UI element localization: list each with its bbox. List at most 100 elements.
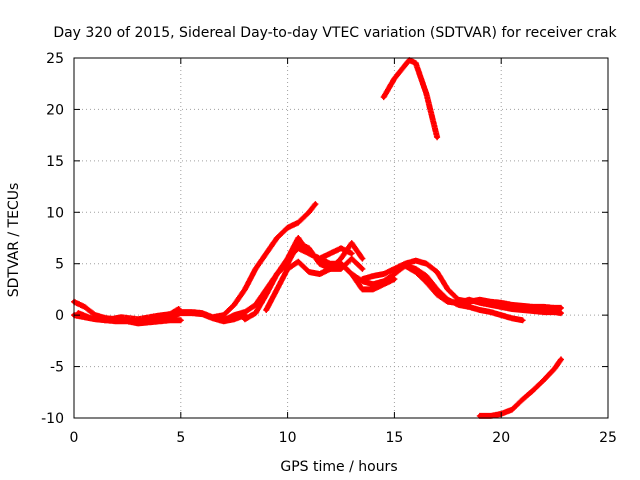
series-pass-14: [476, 356, 564, 419]
data-point: [552, 305, 557, 311]
data-point: [313, 201, 318, 207]
data-point: [199, 310, 205, 316]
data-point: [317, 271, 322, 277]
data-point: [88, 316, 94, 321]
data-point: [434, 292, 440, 297]
data-point: [434, 135, 440, 140]
data-point: [477, 307, 483, 313]
data-point: [349, 256, 354, 261]
data-series: [71, 57, 564, 419]
y-tick-label: 0: [55, 308, 64, 324]
x-axis-label: GPS time / hours: [280, 459, 397, 475]
data-point: [531, 388, 536, 393]
data-point: [285, 256, 290, 261]
data-point: [360, 287, 365, 292]
data-point: [392, 76, 397, 81]
data-point: [296, 259, 301, 264]
series-pass-08: [284, 235, 355, 262]
data-point: [317, 261, 322, 266]
data-point: [402, 263, 408, 268]
data-point: [370, 282, 376, 287]
data-point: [541, 304, 547, 310]
y-tick-label: 5: [55, 257, 64, 273]
data-point: [146, 320, 151, 325]
data-point: [328, 251, 333, 256]
data-point: [558, 310, 564, 316]
data-point: [178, 318, 183, 323]
data-point: [253, 302, 258, 308]
data-point: [413, 60, 418, 66]
data-point: [424, 261, 429, 266]
data-point: [488, 302, 493, 308]
data-point: [338, 261, 344, 266]
data-point: [520, 318, 525, 323]
data-point: [413, 258, 418, 263]
series-pass-12: [402, 262, 564, 317]
data-point: [221, 312, 226, 318]
data-point: [424, 91, 429, 97]
data-point: [499, 312, 504, 318]
data-point: [558, 305, 564, 311]
plot-frame: [73, 57, 609, 419]
data-point: [306, 210, 312, 215]
data-point: [296, 220, 301, 225]
data-point: [306, 269, 312, 275]
data-point: [349, 240, 354, 246]
series-pass-07: [263, 258, 398, 313]
data-point: [381, 279, 386, 284]
data-point: [264, 292, 269, 297]
data-point: [370, 273, 376, 279]
data-point: [552, 309, 557, 315]
plot-area: [74, 58, 608, 418]
data-point: [317, 256, 322, 261]
data-point: [558, 357, 564, 362]
y-axis-label: SDTVAR / TECUs: [6, 183, 22, 298]
x-tick-label: 5: [176, 430, 185, 446]
data-point: [434, 269, 440, 275]
data-point: [360, 266, 365, 272]
data-point: [232, 302, 237, 308]
data-point: [477, 413, 483, 419]
y-tick-label: 10: [46, 205, 64, 221]
series-pass-04: [177, 201, 319, 321]
y-tick-label: -10: [41, 411, 64, 427]
x-tick-label: 20: [492, 430, 510, 446]
axis-ticks: 0 5 10 15 20 25 -10 -5 0 5 10 15 20 25: [41, 51, 617, 446]
y-tick-label: 25: [46, 51, 64, 67]
data-point: [274, 235, 280, 241]
data-point: [424, 273, 429, 279]
data-point: [392, 271, 397, 277]
data-point: [167, 318, 173, 323]
y-tick-label: 20: [46, 102, 64, 118]
data-point: [541, 309, 547, 315]
data-point: [264, 307, 269, 313]
data-point: [402, 62, 408, 68]
data-point: [360, 256, 365, 261]
x-tick-label: 0: [70, 430, 79, 446]
data-point: [178, 309, 183, 315]
data-point: [338, 246, 344, 251]
data-point: [520, 307, 525, 313]
data-point: [264, 251, 269, 256]
data-point: [242, 287, 248, 292]
data-point: [445, 287, 450, 292]
data-point: [296, 235, 301, 241]
data-point: [360, 276, 365, 282]
data-point: [135, 317, 141, 322]
data-point: [407, 57, 412, 63]
data-point: [392, 266, 397, 272]
data-point: [509, 306, 515, 312]
data-point: [242, 317, 248, 322]
data-point: [477, 300, 483, 305]
data-point: [424, 280, 429, 285]
data-point: [210, 315, 216, 320]
y-tick-label: -5: [50, 360, 64, 376]
data-point: [221, 318, 226, 323]
data-point: [176, 306, 181, 312]
data-point: [531, 308, 536, 314]
data-point: [285, 266, 290, 272]
data-point: [488, 309, 493, 315]
data-point: [392, 276, 397, 282]
data-point: [520, 397, 525, 402]
